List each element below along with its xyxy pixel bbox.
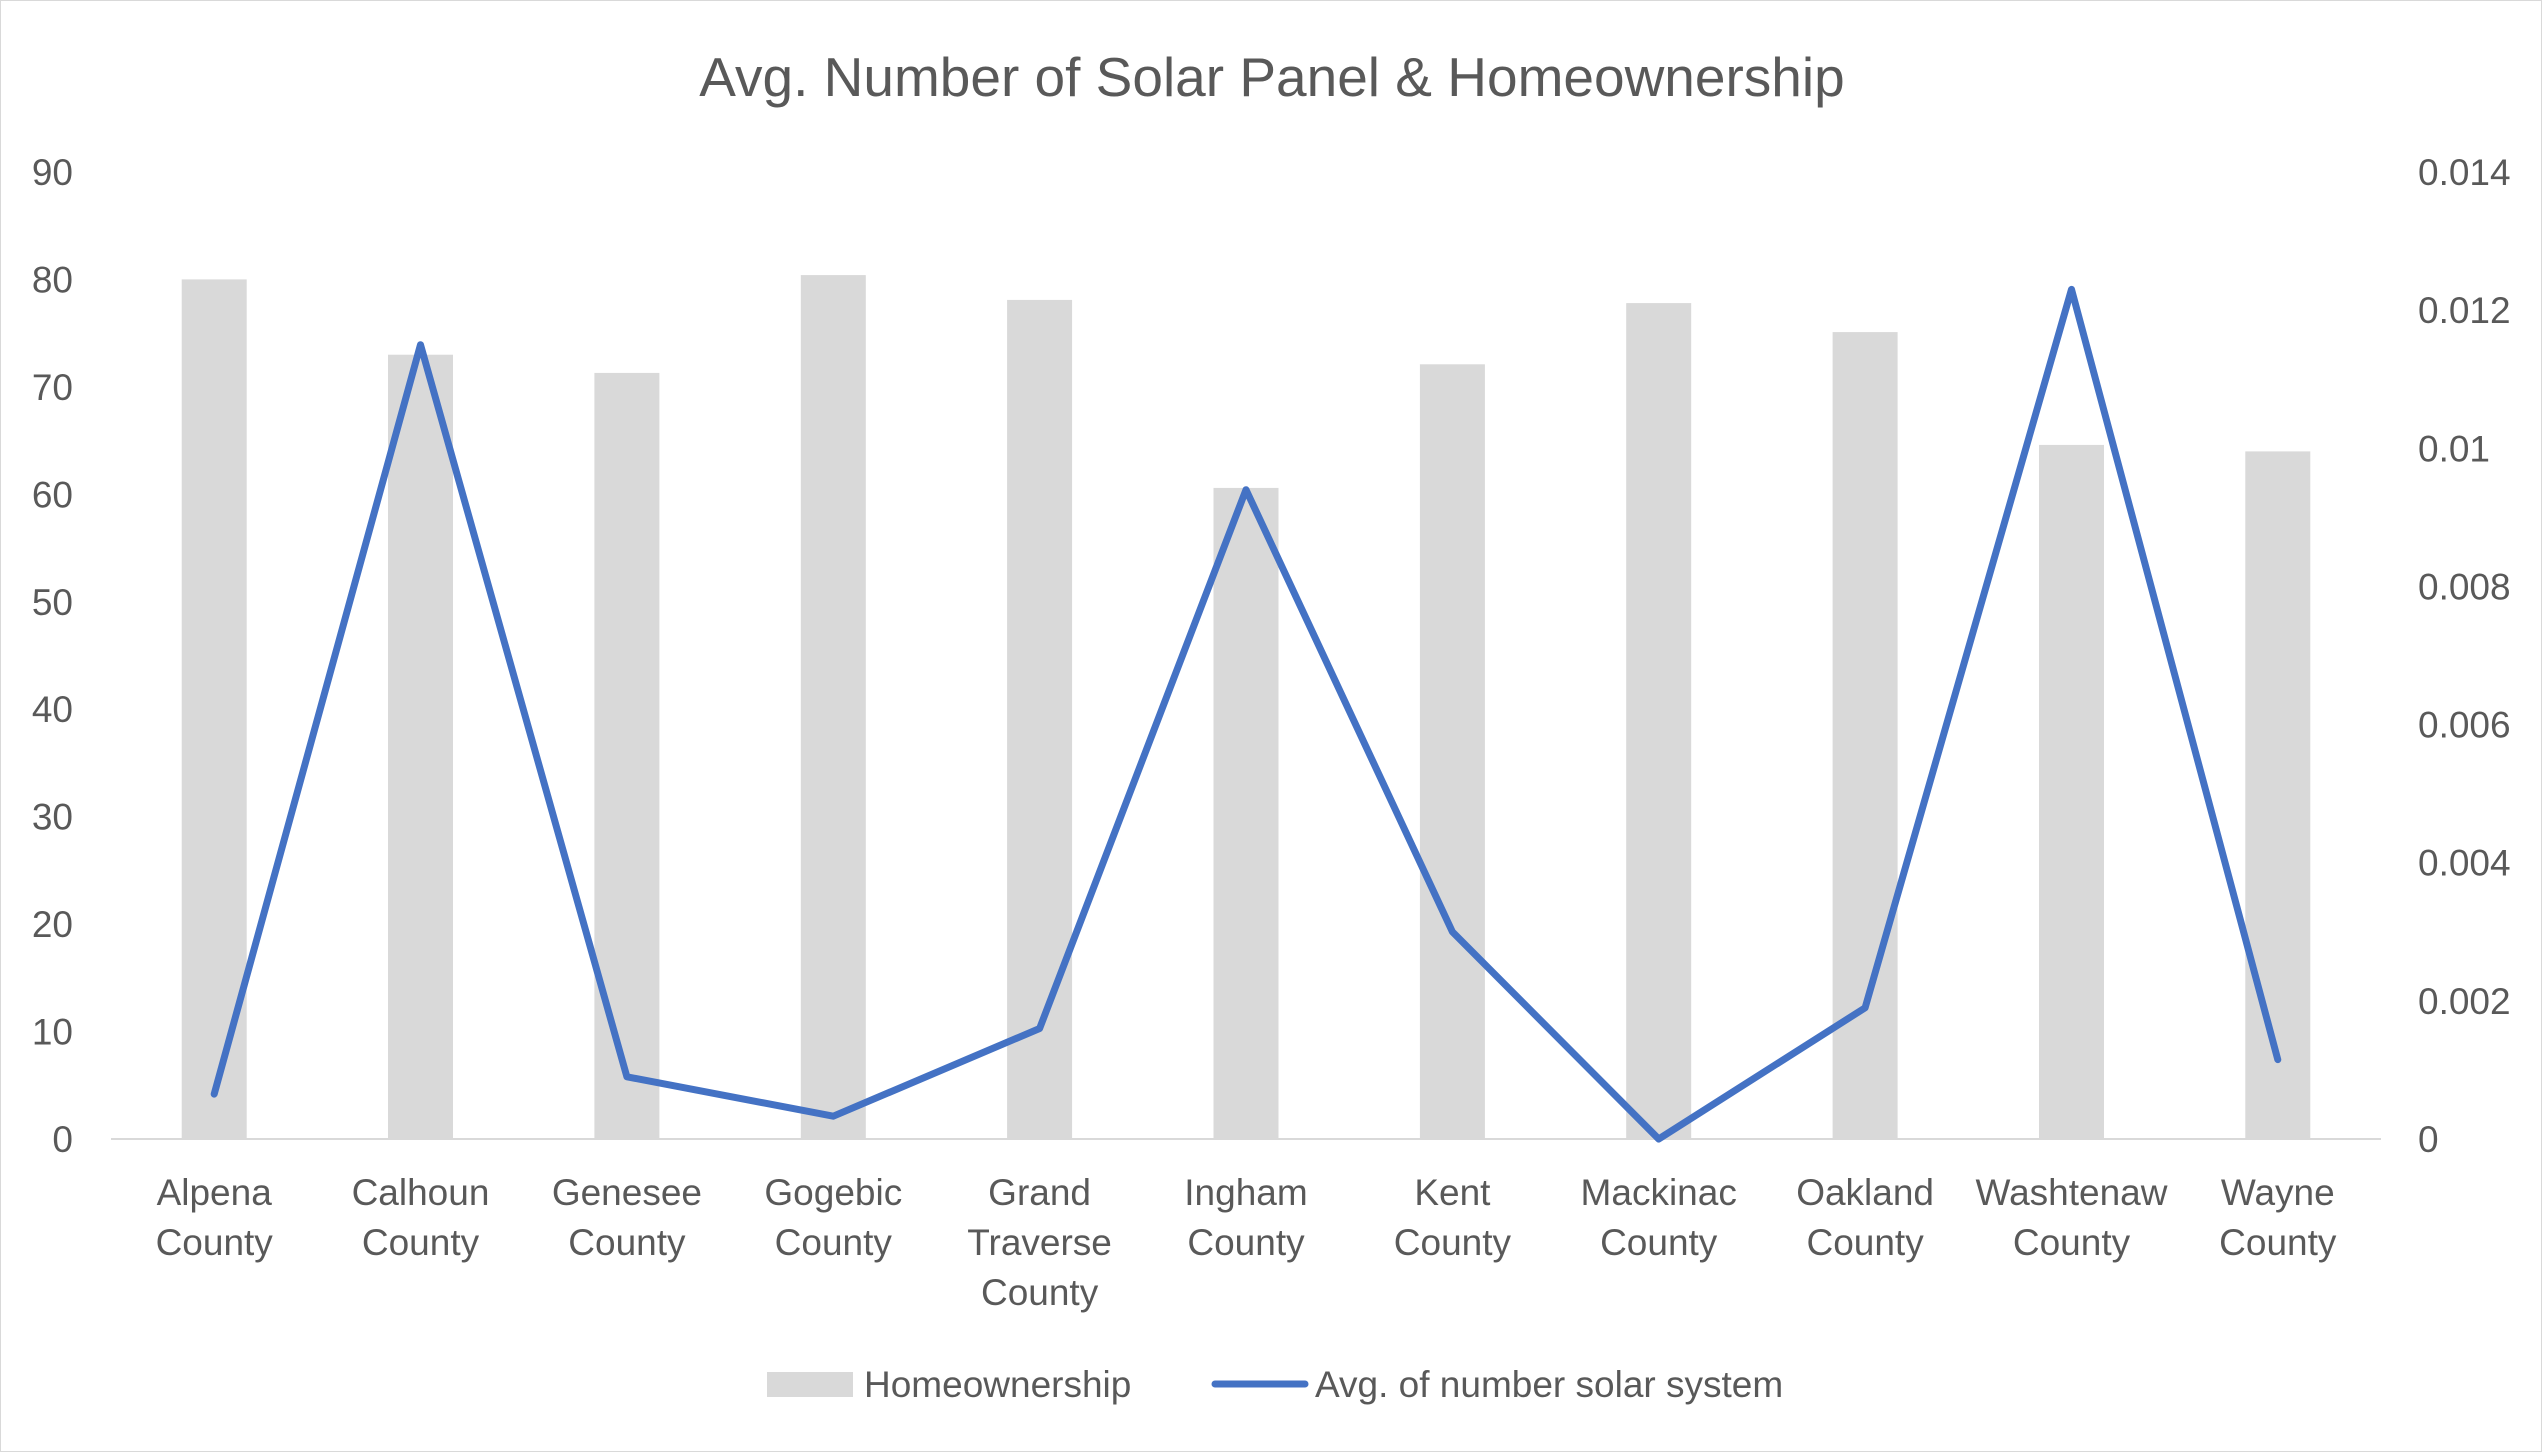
bar-homeownership-2 [594,372,660,1139]
category-label-5: Ingham County [1184,1172,1307,1263]
point-solar-system-5 [1245,489,1247,491]
left-tick-label-0: 0 [52,1119,73,1160]
bar-homeownership-4 [1007,299,1073,1139]
category-label-3: Gogebic County [764,1172,902,1263]
right-tick-label-6: 0.012 [2418,290,2511,331]
category-labels: Alpena County Calhoun County Genesee County Go… [156,1172,2337,1313]
category-label-9: Washtenaw County [1976,1172,2168,1263]
point-solar-system-2 [626,1076,628,1078]
right-tick-label-3: 0.006 [2418,705,2511,746]
category-label-0: Alpena County [156,1172,274,1263]
right-tick-label-0: 0 [2418,1119,2439,1160]
bar-homeownership-8 [1832,332,1898,1140]
right-tick-label-4: 0.008 [2418,566,2511,607]
bar-homeownership-1 [388,354,453,1139]
bar-homeownership-3 [800,275,866,1140]
left-tick-label-3: 30 [32,797,73,838]
legend: Homeownership Avg. of number solar syste… [767,1364,1783,1405]
point-solar-system-10 [2277,1059,2279,1061]
bar-homeownership-0 [181,279,247,1139]
left-tick-label-9: 90 [32,152,73,193]
point-solar-system-8 [1864,1007,1866,1009]
bar-homeownership-9 [2039,444,2104,1139]
point-solar-system-1 [420,344,421,346]
right-tick-label-2: 0.004 [2418,843,2511,884]
category-label-1: Calhoun County [352,1172,490,1263]
legend-homeownership-swatch [767,1372,853,1397]
point-solar-system-7 [1658,1138,1660,1140]
point-solar-system-3 [832,1115,834,1117]
category-label-7: Mackinac County [1581,1172,1737,1263]
point-solar-system-9 [2071,288,2072,290]
bar-homeownership-6 [1419,364,1485,1139]
category-label-6: Kent County [1394,1172,1512,1263]
point-solar-system-4 [1039,1028,1041,1029]
category-label-4: Grand Traverse County [967,1172,1112,1313]
left-tick-label-7: 70 [32,367,73,408]
point-solar-system-0 [213,1093,215,1095]
point-solar-system-6 [1451,931,1453,933]
category-label-2: Genesee County [552,1172,702,1263]
category-label-8: Oakland County [1796,1172,1934,1263]
left-tick-label-2: 20 [32,904,73,945]
right-tick-label-7: 0.014 [2418,152,2511,193]
chart-title: Avg. Number of Solar Panel & Homeownersh… [699,46,1844,108]
homeownership-bars [181,275,2311,1140]
bar-homeownership-5 [1213,487,1279,1139]
right-axis-ticks: 0 0.002 0.004 0.006 0.008 0.01 0.012 0.014 [2418,152,2511,1160]
left-axis-ticks: 0 10 20 30 40 50 60 70 80 90 [32,152,73,1160]
left-tick-label-1: 10 [32,1012,73,1053]
left-tick-label-4: 40 [32,689,73,730]
category-label-10: Wayne County [2219,1172,2337,1263]
solar-line-series [210,285,2282,1143]
left-tick-label-8: 80 [32,259,73,300]
left-tick-label-5: 50 [32,582,73,623]
bar-homeownership-10 [2245,451,2311,1139]
right-tick-label-1: 0.002 [2418,981,2511,1022]
legend-homeownership-label: Homeownership [864,1364,1131,1405]
legend-solar-label: Avg. of number solar system [1315,1364,1783,1405]
right-tick-label-5: 0.01 [2418,428,2490,469]
bar-homeownership-7 [1626,303,1692,1140]
left-tick-label-6: 60 [32,474,73,515]
